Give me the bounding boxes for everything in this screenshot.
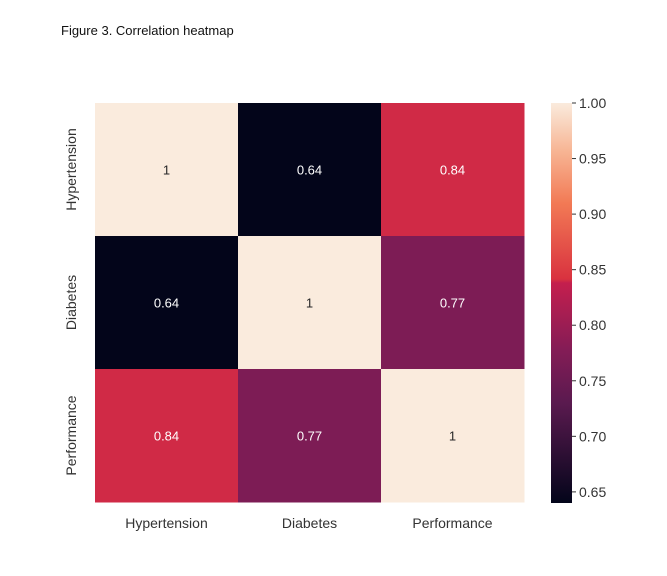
cell-annotation: 0.64 bbox=[297, 163, 322, 178]
heatmap-cell-diabetes-performance bbox=[381, 236, 525, 370]
x-tick-label: Hypertension bbox=[125, 515, 208, 531]
cell-annotation: 1 bbox=[163, 163, 170, 178]
heatmap-cell-hypertension-diabetes bbox=[238, 103, 382, 237]
x-axis-tick-labels: Hypertension Diabetes Performance bbox=[125, 515, 493, 531]
x-tick-label: Performance bbox=[412, 515, 492, 531]
colorbar: 1.00 0.95 0.90 0.85 0.80 0.75 0.70 0.65 bbox=[551, 95, 606, 503]
colorbar-tick-label: 0.75 bbox=[579, 373, 606, 389]
y-tick-label: Diabetes bbox=[63, 275, 79, 330]
heatmap-cell-performance-hypertension bbox=[95, 369, 239, 503]
heatmap-cell-hypertension-hypertension bbox=[95, 103, 239, 237]
heatmap-cell-hypertension-performance bbox=[381, 103, 525, 237]
y-axis-tick-labels: Hypertension Diabetes Performance bbox=[63, 128, 79, 475]
x-tick-label: Diabetes bbox=[282, 515, 337, 531]
colorbar-tick-label: 0.80 bbox=[579, 317, 606, 333]
cell-annotation: 0.77 bbox=[297, 429, 322, 444]
cell-annotation: 0.77 bbox=[440, 296, 465, 311]
cell-annotation: 1 bbox=[449, 429, 456, 444]
cell-annotation: 0.64 bbox=[154, 296, 179, 311]
cell-annotation: 0.84 bbox=[154, 429, 179, 444]
heatmap-cells bbox=[95, 103, 525, 503]
colorbar-tick-label: 0.95 bbox=[579, 151, 606, 167]
colorbar-tick-label: 0.85 bbox=[579, 262, 606, 278]
figure-caption: Figure 3. Correlation heatmap bbox=[61, 23, 234, 38]
heatmap-cell-diabetes-diabetes bbox=[238, 236, 382, 370]
cell-annotations: 1 0.64 0.84 0.64 1 0.77 0.84 0.77 1 bbox=[154, 163, 465, 444]
colorbar-gradient bbox=[551, 103, 572, 503]
cell-annotation: 0.84 bbox=[440, 163, 465, 178]
colorbar-tick-label: 0.90 bbox=[579, 206, 606, 222]
y-tick-label: Performance bbox=[63, 395, 79, 475]
colorbar-tick-label: 0.65 bbox=[579, 484, 606, 500]
colorbar-tick-label: 1.00 bbox=[579, 95, 606, 111]
y-tick-label: Hypertension bbox=[63, 128, 79, 211]
heatmap-cell-performance-performance bbox=[381, 369, 525, 503]
colorbar-tick-label: 0.70 bbox=[579, 428, 606, 444]
cell-annotation: 1 bbox=[306, 296, 313, 311]
heatmap-cell-diabetes-hypertension bbox=[95, 236, 239, 370]
heatmap-cell-performance-diabetes bbox=[238, 369, 382, 503]
